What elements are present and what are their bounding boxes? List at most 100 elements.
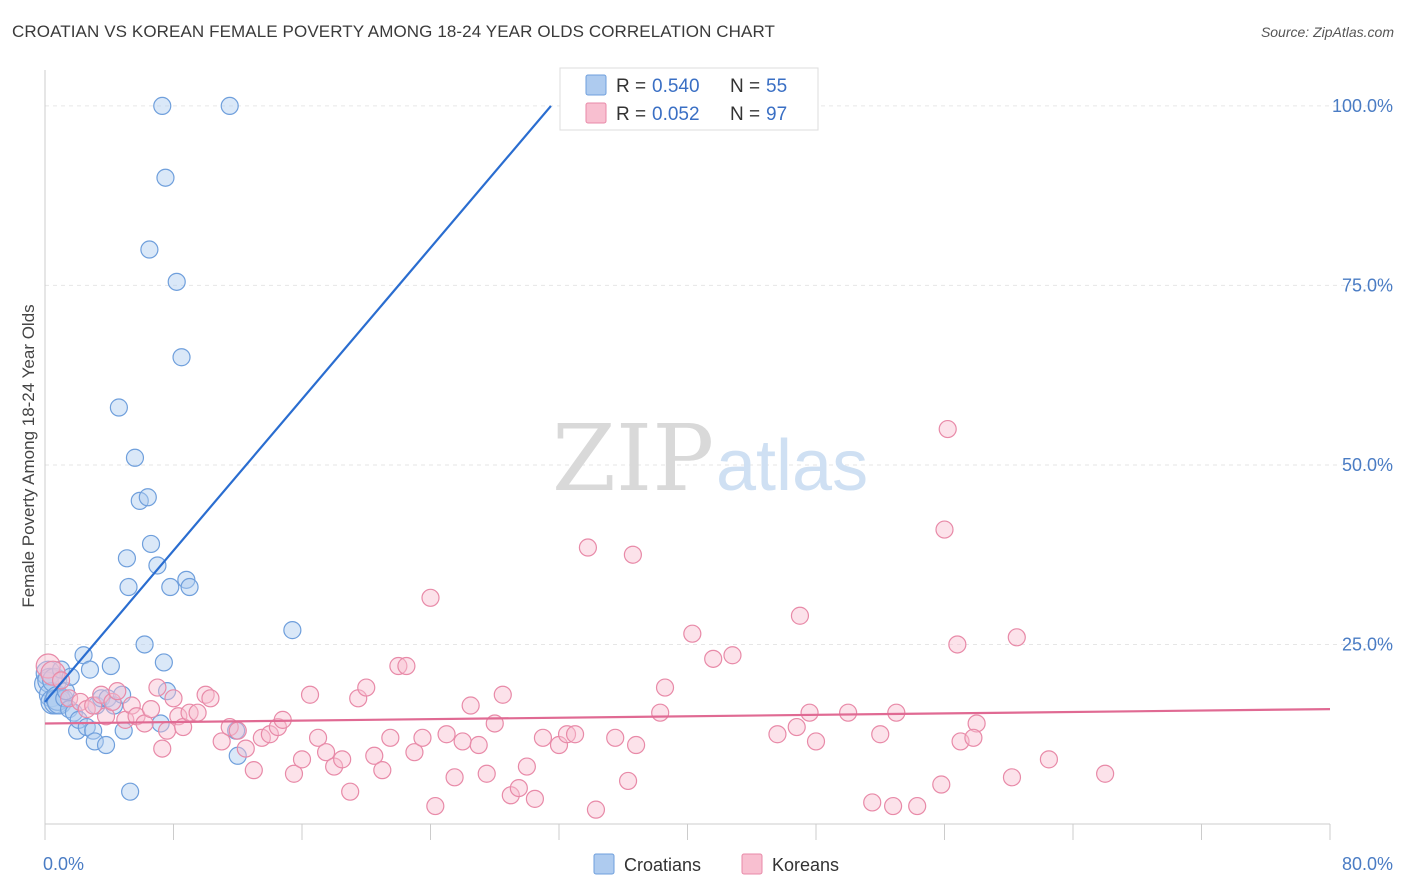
koreans-point-92 <box>938 419 957 439</box>
croatians-point-39 <box>141 534 161 554</box>
croatians-point-33 <box>121 782 140 801</box>
koreans-point-12 <box>122 696 141 715</box>
koreans-point-98 <box>964 728 983 747</box>
koreans-point-84 <box>800 703 819 722</box>
croatians-point-26 <box>101 656 120 676</box>
koreans-point-77 <box>655 678 675 697</box>
legend-croatians-n-label: N = <box>730 76 760 97</box>
koreans-point-69 <box>565 725 585 744</box>
croatians-point-34 <box>125 448 145 467</box>
croatians-point-45 <box>157 682 177 701</box>
koreans-point-44 <box>357 678 376 697</box>
koreans-point-99 <box>1007 628 1026 647</box>
koreans-point-9 <box>103 692 122 712</box>
koreans-point-78 <box>683 624 702 643</box>
koreans-point-46 <box>373 761 392 780</box>
croatians-point-47 <box>167 272 186 291</box>
koreans-point-65 <box>525 789 545 808</box>
koreans-point-15 <box>141 700 161 719</box>
croatians-point-54 <box>283 621 302 640</box>
koreans-point-30 <box>244 761 263 780</box>
y-axis-label: Female Poverty Among 18-24 Year Olds <box>19 304 38 607</box>
legend-top: R = 0.540 N = 55 R = 0.052 N = 97 <box>559 67 819 131</box>
koreans-point-29 <box>236 739 255 758</box>
croatians-point-50 <box>180 577 199 597</box>
koreans-point-28 <box>228 721 247 740</box>
koreans-point-63 <box>509 778 528 798</box>
koreans-point-50 <box>405 743 424 762</box>
croatians-point-13 <box>61 667 80 686</box>
croatians-point-42 <box>153 96 172 116</box>
legend-croatians-r-value: 0.540 <box>652 76 700 97</box>
y-tick-label-2: 75.0% <box>1342 275 1393 295</box>
koreans-point-3 <box>59 689 79 708</box>
koreans-point-61 <box>493 685 512 704</box>
koreans-point-66 <box>533 728 553 747</box>
croatians-point-32 <box>119 577 138 597</box>
trend-line-croatians <box>44 105 552 703</box>
croatians-point-40 <box>148 556 167 575</box>
koreans-point-45 <box>365 746 384 765</box>
koreans-point-83 <box>790 606 810 625</box>
watermark-atlas: atlas <box>716 426 868 506</box>
bottom-legend-swatch-koreans <box>741 853 763 875</box>
tick-labels: 25.0% 50.0% 75.0% 100.0% 0.0% 80.0% <box>43 96 1393 874</box>
chart-title: CROATIAN VS KOREAN FEMALE POVERTY AMONG … <box>12 22 776 41</box>
koreans-point-41 <box>333 750 352 769</box>
koreans-point-81 <box>768 725 787 744</box>
koreans-point-57 <box>461 696 480 715</box>
x-tick-label-0: 0.0% <box>43 854 84 874</box>
x-tick-label-1: 80.0% <box>1342 854 1393 874</box>
koreans-point-85 <box>806 732 826 751</box>
croatians-point-51 <box>220 96 239 116</box>
koreans-point-47 <box>381 728 400 747</box>
koreans-point-54 <box>437 725 456 744</box>
koreans-point-64 <box>517 757 536 776</box>
koreans-point-70 <box>578 538 598 557</box>
croatians-point-19 <box>80 660 100 679</box>
koreans-point-90 <box>887 703 906 722</box>
series-koreans-points <box>35 419 1115 819</box>
legend-swatch-croatians <box>585 74 607 96</box>
croatians-point-24 <box>96 735 116 755</box>
koreans-point-59 <box>477 764 496 783</box>
koreans-point-71 <box>586 800 606 819</box>
koreans-point-79 <box>704 649 723 668</box>
legend-swatch-koreans <box>585 102 607 124</box>
koreans-point-80 <box>723 646 742 665</box>
watermark: ZIP atlas <box>552 405 868 512</box>
koreans-point-38 <box>308 728 328 747</box>
grid-lines <box>45 105 1390 645</box>
legend-croatians-r-label: R = <box>616 76 646 97</box>
koreans-point-82 <box>787 717 806 737</box>
koreans-point-76 <box>651 703 670 722</box>
croatians-point-38 <box>140 240 159 259</box>
croatians-point-37 <box>138 488 157 507</box>
croatians-point-28 <box>109 398 128 417</box>
koreans-point-42 <box>341 782 360 801</box>
koreans-point-37 <box>300 685 320 704</box>
y-tick-label-3: 100.0% <box>1332 96 1393 116</box>
legend-koreans-n-label: N = <box>730 104 760 125</box>
croatians-point-46 <box>161 577 180 597</box>
bottom-legend-koreans: Koreans <box>772 855 839 875</box>
trend-lines <box>44 105 1331 725</box>
koreans-point-39 <box>316 743 336 762</box>
croatians-point-21 <box>85 732 104 751</box>
koreans-point-36 <box>292 750 312 769</box>
y-tick-label-0: 25.0% <box>1342 634 1393 654</box>
koreans-point-102 <box>1096 764 1115 783</box>
legend-koreans-n-value: 97 <box>766 104 787 125</box>
koreans-point-52 <box>421 588 440 607</box>
koreans-point-23 <box>188 703 207 722</box>
koreans-point-91 <box>908 796 927 816</box>
koreans-point-17 <box>153 739 172 758</box>
koreans-point-88 <box>871 725 890 744</box>
koreans-point-53 <box>426 796 445 816</box>
koreans-point-26 <box>212 732 231 751</box>
koreans-point-51 <box>413 728 432 747</box>
koreans-point-101 <box>1039 750 1059 769</box>
trend-line-koreans <box>44 708 1331 725</box>
croatians-point-44 <box>156 168 175 187</box>
croatians-point-48 <box>172 348 191 367</box>
